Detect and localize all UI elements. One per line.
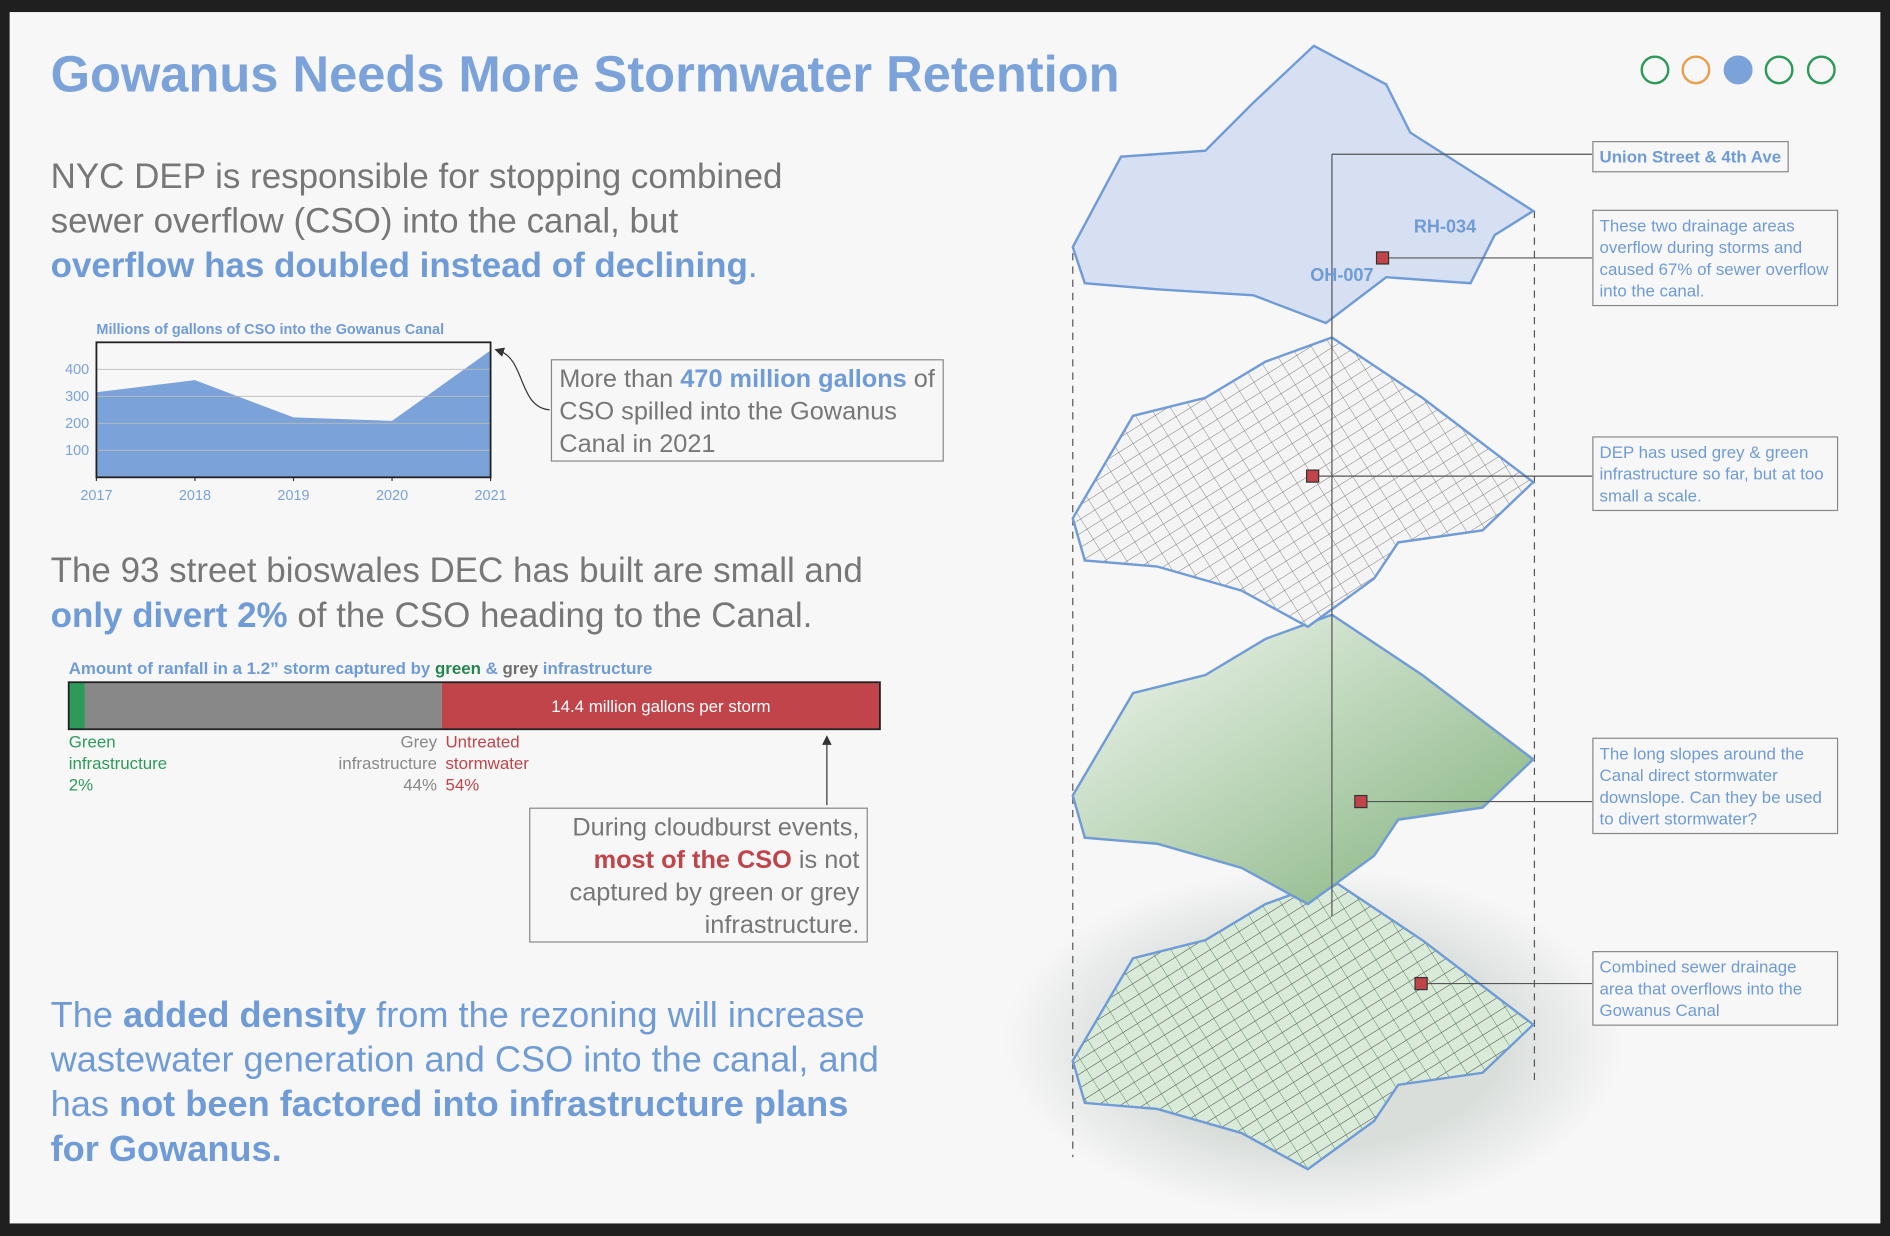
layer-drainage xyxy=(1071,878,1536,1171)
value-label: 54% xyxy=(445,775,480,795)
emphasis: 470 million gallons xyxy=(680,365,907,393)
area xyxy=(96,350,491,478)
map-callout: DEP has used grey & green infrastructure… xyxy=(1592,436,1839,512)
density: The added density from the rezoning will… xyxy=(51,993,883,1171)
marker xyxy=(1414,976,1428,991)
segment-annotation: 14.4 million gallons per storm xyxy=(551,697,770,716)
text: of CSO spilled into the Gowanus Canal in… xyxy=(559,365,935,459)
marker xyxy=(1375,251,1390,265)
layer-slopes xyxy=(1071,613,1536,906)
title-part: Amount of ranfall in a 1.2” storm captur… xyxy=(69,659,435,678)
nav-dot[interactable] xyxy=(1764,55,1794,85)
segment-label: Green infrastructure 2% xyxy=(69,730,190,795)
text: During cloudburst events, xyxy=(572,813,860,842)
text: from the rezoning will increase wastewat… xyxy=(50,995,879,1125)
nav-dot[interactable] xyxy=(1806,55,1836,85)
emphasis: most of the CSO xyxy=(593,846,792,874)
title-part: green xyxy=(435,659,481,678)
y-tick-label: 200 xyxy=(65,416,89,432)
emphasis: overflow has doubled instead of declinin… xyxy=(50,247,748,286)
title-part: grey xyxy=(502,659,538,678)
legend-label: Grey infrastructure xyxy=(338,731,438,773)
text: . xyxy=(747,247,758,286)
chart-title: Millions of gallons of CSO into the Gowa… xyxy=(96,322,444,338)
x-tick-label: 2020 xyxy=(376,488,408,504)
marker xyxy=(1354,794,1368,809)
y-tick-label: 100 xyxy=(65,443,89,459)
nav-dot[interactable] xyxy=(1640,55,1670,85)
value-label: 44% xyxy=(403,775,438,795)
emphasis: not been factored into infrastructure pl… xyxy=(50,1084,849,1170)
area-label: RH-034 xyxy=(1414,217,1476,237)
bar-segment xyxy=(84,682,442,730)
map-callout: The long slopes around the Canal direct … xyxy=(1592,737,1839,835)
bioswales: The 93 street bioswales DEC has built ar… xyxy=(51,550,895,639)
text: More than xyxy=(559,365,681,393)
x-tick-label: 2021 xyxy=(475,488,507,504)
layer-streets xyxy=(1071,336,1536,629)
callout-arrow xyxy=(494,347,550,411)
page-title: Gowanus Needs More Stormwater Retention xyxy=(50,45,1120,103)
bar-segment xyxy=(441,682,880,730)
map-callout: Union Street & 4th Ave xyxy=(1592,141,1789,173)
y-tick-label: 400 xyxy=(65,362,89,378)
legend-label: Green infrastructure xyxy=(68,731,168,773)
callout: More than 470 million gallons of CSO spi… xyxy=(550,359,944,462)
charts: Millions of gallons of CSO into the Gowa… xyxy=(65,322,881,731)
legend-label: Untreated stormwater xyxy=(445,731,529,773)
title-part: infrastructure xyxy=(538,659,652,678)
segment-label: Untreated stormwater 54% xyxy=(445,730,547,795)
chart-title: Amount of ranfall in a 1.2” storm captur… xyxy=(69,659,653,678)
text: The xyxy=(50,995,123,1036)
title-part: & xyxy=(481,659,503,678)
nav-dot[interactable] xyxy=(1723,55,1753,85)
map-callout: These two drainage areas overflow during… xyxy=(1592,209,1839,307)
x-tick-label: 2019 xyxy=(277,488,309,504)
emphasis: added density xyxy=(122,995,367,1036)
x-tick-label: 2017 xyxy=(80,488,112,504)
callout: During cloudburst events, most of the CS… xyxy=(529,807,868,943)
nav-dot[interactable] xyxy=(1681,55,1711,85)
plot-frame xyxy=(95,341,492,479)
map-illustration: RH-034 OH-007 xyxy=(1002,44,1625,1218)
text: of the CSO heading to the Canal. xyxy=(287,596,813,636)
layer-areas xyxy=(1071,44,1536,325)
segment-label: Grey infrastructure 44% xyxy=(317,730,438,795)
intro: NYC DEP is responsible for stopping comb… xyxy=(51,155,822,289)
area-label: OH-007 xyxy=(1310,265,1373,285)
x-tick-label: 2018 xyxy=(179,488,211,504)
text: The 93 street bioswales DEC has built ar… xyxy=(50,552,863,591)
marker xyxy=(1306,469,1320,483)
value-label: 2% xyxy=(68,775,94,795)
emphasis: only divert 2% xyxy=(50,596,288,636)
y-tick-label: 300 xyxy=(65,389,89,405)
text: NYC DEP is responsible for stopping comb… xyxy=(50,157,783,242)
map-callout: Combined sewer drainage area that overfl… xyxy=(1592,951,1839,1026)
text: is not captured by green or grey infrast… xyxy=(569,846,860,939)
bar-segment xyxy=(68,682,85,730)
bar-frame xyxy=(67,681,881,731)
